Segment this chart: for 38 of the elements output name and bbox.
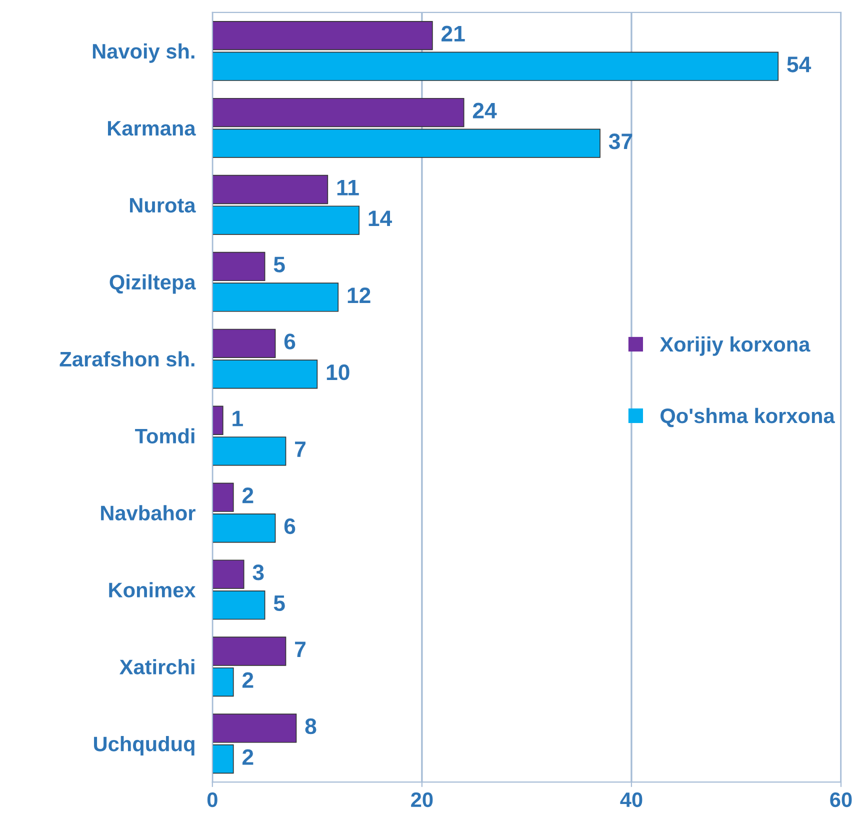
y-tick-label: Karmana — [108, 121, 196, 136]
data-label: 11 — [337, 180, 359, 196]
data-label: 10 — [326, 364, 350, 380]
data-label: 2 — [242, 488, 254, 504]
data-label: 2 — [242, 749, 254, 765]
data-label: 14 — [368, 210, 392, 226]
x-tick-label: 20 — [411, 792, 433, 808]
data-label: 54 — [787, 56, 812, 72]
x-tick-label: 40 — [620, 792, 642, 808]
data-label: 24 — [472, 102, 497, 118]
data-label: 6 — [284, 518, 296, 534]
bar — [212, 20, 433, 50]
data-label: 2 — [242, 672, 254, 688]
y-tick-label: Navoiy sh. — [92, 43, 194, 63]
data-label: 21 — [442, 26, 465, 42]
data-label: 7 — [295, 642, 306, 657]
data-label: 8 — [305, 718, 316, 734]
y-tick-label: Konimex — [109, 582, 196, 598]
data-label: 1 — [232, 410, 243, 426]
legend-label: Qo'shma korxona — [660, 408, 835, 428]
data-label: 3 — [252, 564, 264, 580]
x-tick-label: 60 — [830, 792, 852, 808]
data-label: 12 — [348, 287, 370, 303]
y-tick-label: Navbahor — [101, 505, 196, 520]
y-tick-label: Tomdi — [135, 428, 194, 444]
y-tick-label: Xatirchi — [120, 659, 194, 674]
y-tick-label: Nurota — [130, 198, 196, 213]
data-label: 37 — [608, 134, 632, 150]
data-label: 5 — [274, 256, 285, 272]
y-tick-label: Uchquduq — [94, 736, 194, 756]
data-label: 5 — [274, 596, 285, 612]
bar — [212, 52, 779, 81]
y-tick-label: Zarafshon sh. — [60, 351, 194, 367]
x-tick-label: 0 — [207, 792, 218, 808]
data-label: 7 — [295, 442, 306, 457]
data-label: 6 — [284, 334, 296, 350]
legend-label: Xorijiy korxona — [660, 336, 810, 356]
y-tick-label: Qiziltepa — [110, 274, 196, 294]
